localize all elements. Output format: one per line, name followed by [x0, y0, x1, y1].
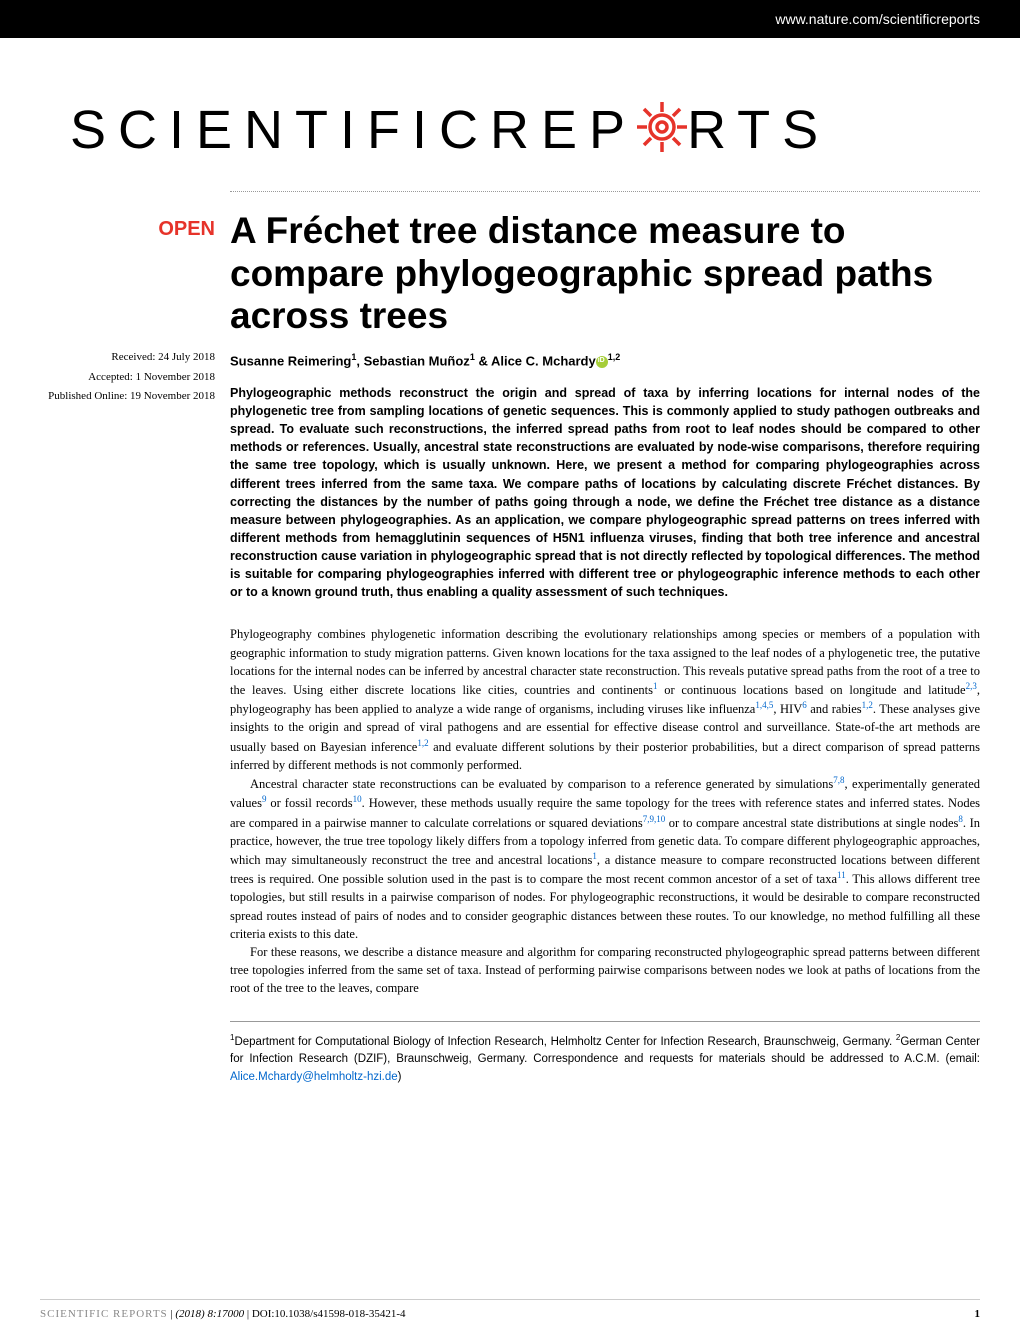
ref-link[interactable]: 7,9,10 [643, 814, 666, 824]
logo-text-rep: REP [490, 99, 637, 161]
ref-link[interactable]: 1,4,5 [755, 700, 773, 710]
ref-link[interactable]: 1,2 [862, 700, 873, 710]
affiliations: 1Department for Computational Biology of… [230, 1032, 980, 1086]
author-2: Sebastian Muñoz [364, 353, 470, 368]
accepted-date: Accepted: 1 November 2018 [40, 369, 215, 387]
ref-link[interactable]: 10 [353, 794, 362, 804]
header-bar: www.nature.com/scientificreports [0, 0, 1020, 38]
article-column: A Fréchet tree distance measure to compa… [230, 210, 980, 997]
left-sidebar: OPEN Received: 24 July 2018 Accepted: 1 … [0, 210, 230, 997]
body-text: Phylogeography combines phylogenetic inf… [230, 625, 980, 997]
author-3: Alice C. Mchardy [491, 353, 596, 368]
ref-link[interactable]: 11 [837, 870, 846, 880]
footer-doi: | DOI:10.1038/s41598-018-35421-4 [247, 1308, 406, 1320]
journal-logo: SCIENTIFIC REP RTS [70, 98, 1020, 161]
logo-text-scientific: SCIENTIFIC [70, 99, 490, 161]
author-1: Susanne Reimering [230, 353, 351, 368]
divider-dotted [230, 191, 980, 192]
page-footer: SCIENTIFIC REPORTS | (2018) 8:17000 | DO… [40, 1299, 980, 1320]
article-title: A Fréchet tree distance measure to compa… [230, 210, 980, 338]
footer-left: SCIENTIFIC REPORTS | (2018) 8:17000 | DO… [40, 1308, 406, 1320]
page-number: 1 [975, 1308, 981, 1320]
received-date: Received: 24 July 2018 [40, 349, 215, 367]
orcid-icon[interactable] [596, 356, 608, 368]
ref-link[interactable]: 1,2 [417, 738, 428, 748]
gear-icon [633, 98, 691, 161]
abstract: Phylogeographic methods reconstruct the … [230, 384, 980, 602]
divider-line [230, 1021, 980, 1022]
ref-link[interactable]: 2,3 [966, 681, 977, 691]
footer-journal: SCIENTIFIC REPORTS [40, 1308, 168, 1320]
author-3-aff: 1,2 [608, 352, 621, 362]
aff-1-text: Department for Computational Biology of … [234, 1036, 895, 1048]
author-sep: , [356, 353, 363, 368]
author-list: Susanne Reimering1, Sebastian Muñoz1 & A… [230, 352, 980, 368]
paragraph-1: Phylogeography combines phylogenetic inf… [230, 625, 980, 773]
aff-close: ) [398, 1071, 402, 1083]
main-content: OPEN Received: 24 July 2018 Accepted: 1 … [0, 210, 1020, 997]
author-sep: & [475, 353, 491, 368]
publication-dates: Received: 24 July 2018 Accepted: 1 Novem… [40, 349, 215, 406]
ref-link[interactable]: 7,8 [833, 775, 844, 785]
paragraph-3: For these reasons, we describe a distanc… [230, 943, 980, 997]
paragraph-2: Ancestral character state reconstruction… [230, 774, 980, 943]
website-url[interactable]: www.nature.com/scientificreports [775, 11, 980, 27]
correspondence-email[interactable]: Alice.Mchardy@helmholtz-hzi.de [230, 1071, 398, 1083]
published-date: Published Online: 19 November 2018 [40, 388, 215, 406]
footer-citation: (2018) 8:17000 [175, 1308, 247, 1320]
logo-text-rts: RTS [687, 99, 830, 161]
open-access-badge: OPEN [40, 218, 215, 241]
